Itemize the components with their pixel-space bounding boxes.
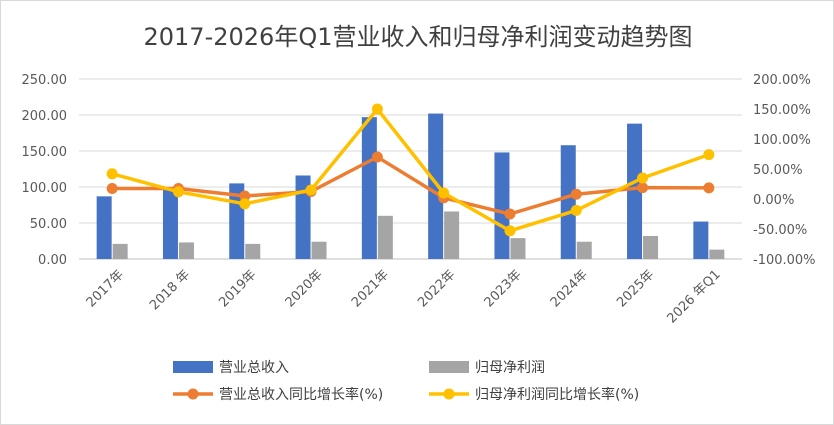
x-tick-label: 2022年 xyxy=(415,267,458,310)
x-tick-label: 2024年 xyxy=(548,267,591,310)
bars xyxy=(96,113,725,259)
lines xyxy=(106,103,715,237)
x-axis: 2017年 2018 年 2019年 2020年 2021年 2022年 2023年 2024… xyxy=(79,258,742,326)
x-tick-label: 2017年 xyxy=(84,267,127,310)
data-point xyxy=(703,149,715,161)
left-tick-label: 50.00 xyxy=(30,217,67,232)
left-tick-label: 100.00 xyxy=(22,181,68,196)
bar-net-profit xyxy=(245,243,261,259)
right-axis: -100.00% -50.00% 0.00% 50.00% 100.00% 150.00%… xyxy=(753,73,816,268)
x-tick-label: 2025年 xyxy=(614,267,657,310)
x-tick-label: 2020年 xyxy=(283,267,326,310)
left-tick-label: 250.00 xyxy=(22,73,68,88)
right-tick-label: 0.00% xyxy=(753,193,794,208)
right-tick-label: 50.00% xyxy=(753,163,803,178)
bar-net-profit xyxy=(576,241,592,259)
legend-label: 营业总收入同比增长率(%) xyxy=(219,386,383,403)
bar-revenue xyxy=(162,189,178,259)
bar-revenue xyxy=(295,175,311,259)
right-tick-label: -100.00% xyxy=(753,253,816,268)
data-point xyxy=(106,168,118,180)
bar-net-profit xyxy=(311,241,327,259)
bar-revenue xyxy=(560,145,576,259)
left-axis: 0.00 50.00 100.00 150.00 200.00 250.00 xyxy=(22,73,68,268)
bar-net-profit xyxy=(178,242,194,259)
left-tick-label: 200.00 xyxy=(22,109,68,124)
data-point xyxy=(570,204,582,216)
bar-net-profit xyxy=(643,235,659,259)
bar-revenue xyxy=(494,152,510,259)
bar-net-profit xyxy=(709,249,725,259)
x-tick-label: 2018 年 xyxy=(147,267,193,313)
left-tick-label: 150.00 xyxy=(22,145,68,160)
x-tick-label: 2026 年Q1 xyxy=(664,267,723,326)
data-point xyxy=(504,208,516,220)
right-tick-label: 100.00% xyxy=(753,133,811,148)
legend-swatch-marker xyxy=(187,388,199,400)
series-line-2 xyxy=(112,155,709,216)
data-point xyxy=(172,186,184,198)
legend-label: 营业总收入 xyxy=(219,360,289,376)
bar-revenue xyxy=(693,221,709,259)
data-point xyxy=(703,182,715,194)
data-point xyxy=(637,182,649,194)
legend-label: 归母净利润 xyxy=(475,359,545,376)
bar-revenue xyxy=(428,113,444,259)
data-point xyxy=(106,183,118,194)
bar-net-profit xyxy=(112,243,128,259)
x-tick-label: 2021年 xyxy=(349,267,392,310)
data-point xyxy=(570,188,582,200)
bar-revenue xyxy=(96,196,112,259)
right-tick-label: 150.00% xyxy=(753,103,811,118)
right-tick-label: 200.00% xyxy=(753,73,811,88)
data-point xyxy=(371,151,383,163)
data-point xyxy=(371,103,383,115)
bar-revenue xyxy=(361,117,377,259)
left-tick-label: 0.00 xyxy=(38,253,67,268)
bar-net-profit xyxy=(444,211,460,259)
legend-label: 归母净利润同比增长率(%) xyxy=(475,386,639,403)
legend-swatch xyxy=(173,361,213,373)
legend-swatch xyxy=(429,361,469,373)
chart-title: 2017-2026年Q1营业收入和归母净利润变动趋势图 xyxy=(144,23,693,51)
data-point xyxy=(239,190,251,202)
data-point xyxy=(438,187,450,199)
bar-revenue xyxy=(627,123,643,259)
data-point xyxy=(305,184,317,196)
data-point xyxy=(239,198,251,210)
bar-net-profit xyxy=(510,238,526,259)
series-line-3 xyxy=(111,107,710,233)
right-tick-label: -50.00% xyxy=(753,223,807,238)
bar-net-profit xyxy=(377,215,393,259)
data-point xyxy=(637,172,649,184)
data-point xyxy=(504,225,516,237)
x-tick-label: 2019年 xyxy=(216,267,259,310)
x-tick-label: 2023年 xyxy=(482,267,525,310)
legend-swatch-marker xyxy=(443,388,455,400)
